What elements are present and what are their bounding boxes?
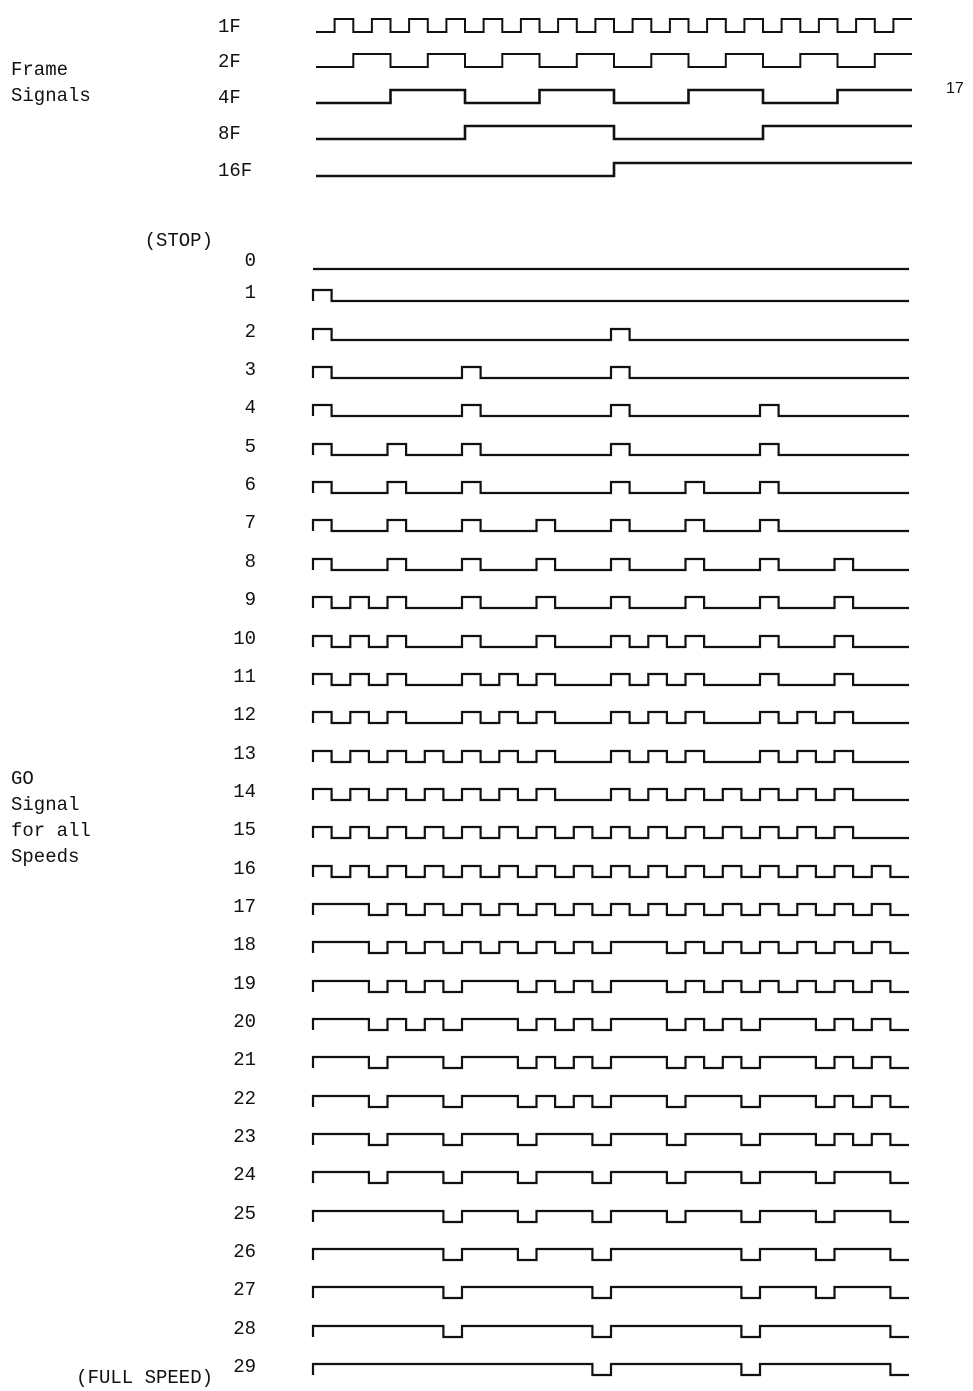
go-wave-speed-6	[311, 480, 909, 495]
frame-wave-2f	[316, 53, 912, 68]
frame-label-8f: 8F	[218, 123, 241, 145]
go-wave-speed-4	[311, 403, 909, 418]
frame-wave-4f	[316, 88, 912, 105]
go-wave-speed-28	[311, 1324, 909, 1339]
go-wave-speed-17	[311, 902, 909, 917]
go-wave-speed-22	[311, 1094, 909, 1109]
go-group-label-line-2: Signal	[11, 794, 80, 816]
go-label-speed-4: 4	[244, 397, 256, 419]
go-wave-speed-10	[311, 634, 909, 649]
go-label-speed-25: 25	[233, 1203, 256, 1225]
go-wave-speed-5	[311, 442, 909, 457]
frame-wave-1f	[316, 18, 912, 33]
frame-label-2f: 2F	[218, 51, 241, 73]
go-label-speed-15: 15	[233, 819, 256, 841]
go-wave-speed-19	[311, 979, 909, 994]
go-wave-speed-8	[311, 557, 909, 572]
go-wave-speed-23	[311, 1132, 909, 1147]
stop-marker: (STOP)	[144, 230, 213, 252]
go-label-speed-0: 0	[244, 250, 256, 272]
go-label-speed-7: 7	[244, 512, 256, 534]
go-wave-speed-21	[311, 1055, 909, 1070]
go-wave-speed-11	[311, 672, 909, 687]
go-wave-speed-29	[311, 1362, 909, 1377]
go-label-speed-16: 16	[233, 858, 256, 880]
go-wave-speed-16	[311, 864, 909, 879]
frame-label-4f: 4F	[218, 87, 241, 109]
go-wave-speed-18	[311, 940, 909, 955]
go-label-speed-23: 23	[233, 1126, 256, 1148]
go-label-speed-10: 10	[233, 628, 256, 650]
go-wave-speed-3	[311, 365, 909, 380]
go-wave-speed-1	[311, 288, 909, 303]
go-wave-speed-7	[311, 518, 909, 533]
frame-wave-8f	[316, 124, 912, 141]
go-label-speed-5: 5	[244, 436, 256, 458]
frame-group-label-line-2: Signals	[11, 85, 91, 107]
go-wave-speed-12	[311, 710, 909, 725]
go-label-speed-6: 6	[244, 474, 256, 496]
go-group-label-line-4: Speeds	[11, 846, 80, 868]
frame-group-label-line-1: Frame	[11, 59, 69, 81]
go-label-speed-19: 19	[233, 973, 256, 995]
go-label-speed-18: 18	[233, 934, 256, 956]
go-label-speed-24: 24	[233, 1164, 256, 1186]
go-wave-speed-24	[311, 1170, 909, 1185]
go-wave-speed-14	[311, 787, 909, 802]
go-label-speed-12: 12	[233, 704, 256, 726]
go-label-speed-20: 20	[233, 1011, 256, 1033]
frame-label-16f: 16F	[218, 160, 253, 182]
go-label-speed-14: 14	[233, 781, 256, 803]
go-wave-speed-15	[311, 825, 909, 840]
go-label-speed-28: 28	[233, 1318, 256, 1340]
go-label-speed-17: 17	[233, 896, 256, 918]
go-label-speed-21: 21	[233, 1049, 256, 1071]
go-label-speed-22: 22	[233, 1088, 256, 1110]
go-wave-speed-13	[311, 749, 909, 764]
go-label-speed-8: 8	[244, 551, 256, 573]
go-wave-speed-25	[311, 1209, 909, 1224]
page-number: 17	[946, 80, 964, 97]
go-wave-speed-9	[311, 595, 909, 610]
go-label-speed-29: 29	[233, 1356, 256, 1378]
go-label-speed-27: 27	[233, 1279, 256, 1301]
frame-wave-16f	[316, 161, 912, 178]
go-label-speed-13: 13	[233, 743, 256, 765]
go-label-speed-2: 2	[244, 321, 256, 343]
go-label-speed-3: 3	[244, 359, 256, 381]
go-wave-speed-26	[311, 1247, 909, 1262]
go-label-speed-1: 1	[244, 282, 256, 304]
full-speed-marker: (FULL SPEED)	[76, 1367, 213, 1389]
go-group-label-line-1: GO	[11, 768, 34, 790]
go-label-speed-11: 11	[233, 666, 256, 688]
go-group-label-line-3: for all	[11, 820, 91, 842]
go-label-speed-26: 26	[233, 1241, 256, 1263]
go-label-speed-9: 9	[244, 589, 256, 611]
go-wave-speed-20	[311, 1017, 909, 1032]
go-wave-speed-2	[311, 327, 909, 342]
go-wave-speed-27	[311, 1285, 909, 1300]
frame-label-1f: 1F	[218, 16, 241, 38]
